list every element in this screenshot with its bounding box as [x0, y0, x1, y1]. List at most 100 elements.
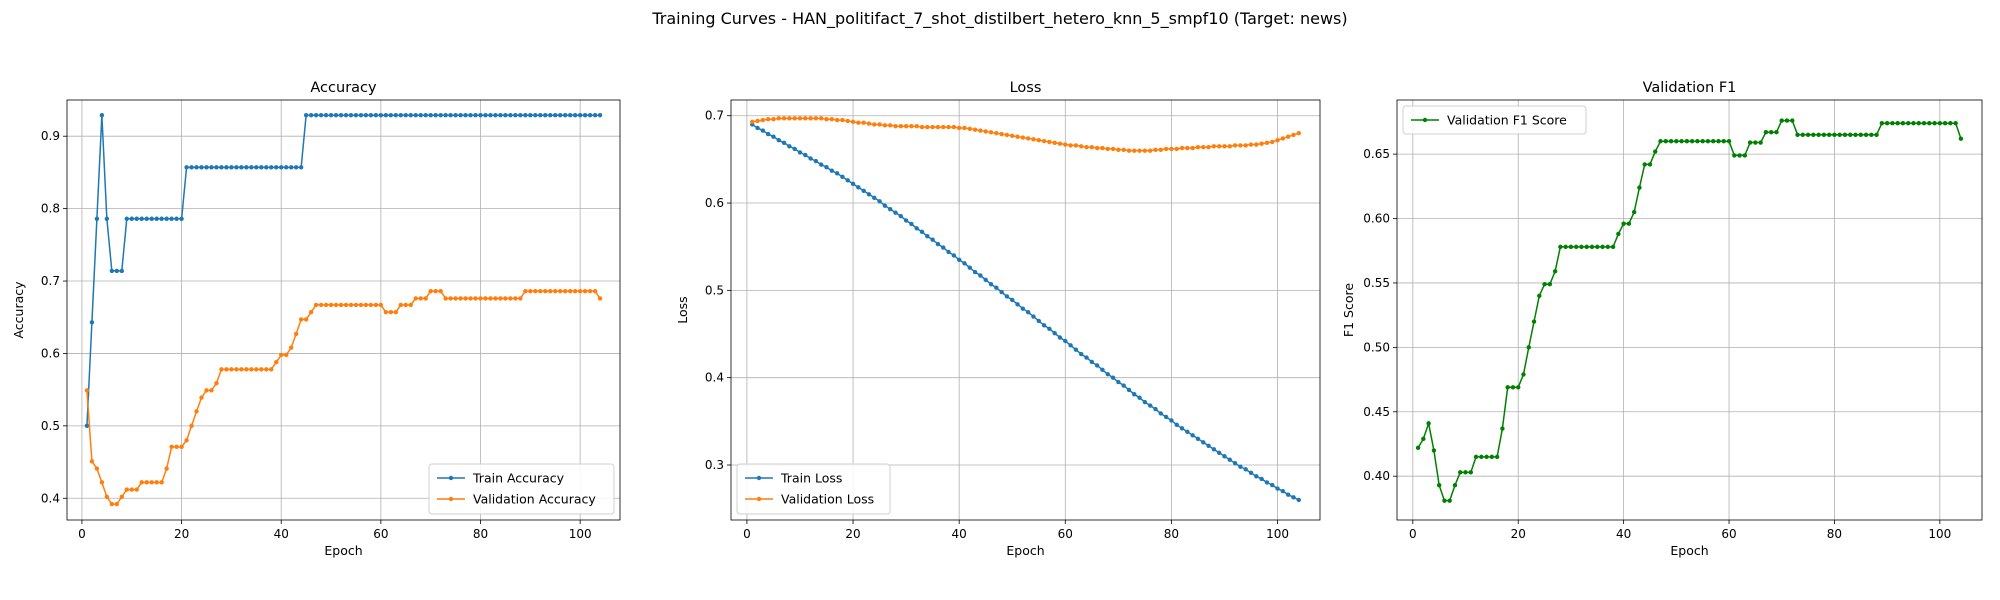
data-point [538, 113, 543, 118]
y-tick-label: 0.5 [41, 419, 60, 433]
data-point [1089, 144, 1095, 150]
data-point [1452, 483, 1458, 488]
data-point [866, 121, 872, 126]
data-point [787, 116, 792, 121]
data-point [388, 113, 394, 118]
data-point [1600, 244, 1605, 250]
series-line [751, 123, 1300, 501]
data-point [925, 124, 930, 130]
data-point [877, 122, 882, 127]
data-point [1637, 185, 1642, 190]
data-point [572, 113, 578, 118]
x-tick-label: 0 [78, 527, 86, 541]
data-point [882, 123, 888, 128]
x-tick-label: 20 [1511, 527, 1526, 541]
data-point [1800, 132, 1806, 137]
data-point [1094, 363, 1100, 368]
data-point [1763, 130, 1769, 135]
data-point [1137, 395, 1142, 400]
data-point [189, 165, 194, 170]
chart-title: Accuracy [310, 80, 377, 96]
data-point [797, 150, 803, 155]
data-point [1742, 153, 1748, 158]
data-point [543, 288, 548, 294]
data-point [254, 165, 259, 170]
legend-box [736, 463, 891, 515]
data-point [368, 302, 374, 308]
data-point [1047, 139, 1052, 145]
data-point [592, 288, 598, 294]
y-axis-label: Accuracy [11, 281, 26, 339]
data-point [99, 480, 105, 485]
data-point [1531, 319, 1537, 324]
data-point [1148, 148, 1153, 153]
data-point [1137, 148, 1142, 153]
data-point [184, 165, 189, 170]
data-point [284, 165, 289, 170]
data-point [1238, 143, 1243, 148]
data-point [572, 288, 578, 294]
data-point [124, 216, 129, 221]
x-tick-label: 20 [174, 527, 189, 541]
data-point [553, 113, 558, 118]
data-point [333, 302, 339, 308]
data-point [946, 124, 951, 130]
data-point [1068, 343, 1073, 348]
data-point [209, 165, 214, 170]
data-point [553, 288, 558, 294]
data-point [951, 124, 957, 130]
data-point [1232, 143, 1238, 148]
data-point [1121, 383, 1126, 388]
data-point [1679, 139, 1684, 144]
data-point [587, 288, 593, 294]
data-point [528, 288, 533, 294]
data-point [1041, 138, 1047, 144]
data-point [114, 268, 120, 274]
data-point [1842, 132, 1848, 137]
data-point [1015, 302, 1020, 307]
data-point [293, 165, 299, 170]
data-point [298, 317, 304, 322]
data-point [269, 165, 274, 170]
data-point [803, 152, 808, 158]
data-point [1658, 139, 1663, 144]
data-point [1468, 470, 1473, 475]
data-point [1869, 132, 1874, 137]
data-point [999, 131, 1004, 137]
data-point [563, 288, 568, 294]
data-point [1285, 492, 1291, 497]
data-point [433, 288, 438, 294]
data-point [587, 113, 593, 118]
series-2 [750, 116, 1301, 153]
data-point [328, 113, 334, 118]
data-point [1216, 450, 1222, 455]
data-point [1264, 480, 1270, 485]
data-point [1179, 426, 1185, 431]
data-point [1774, 130, 1779, 135]
data-point [443, 296, 448, 301]
data-point [946, 249, 951, 255]
data-point [1516, 385, 1521, 390]
data-point [1479, 454, 1484, 460]
data-point [269, 367, 274, 372]
data-point [348, 113, 354, 118]
data-point [1616, 231, 1621, 237]
axes-frame [1396, 99, 1983, 521]
legend-swatch-marker [1422, 117, 1428, 123]
data-point [983, 129, 988, 134]
data-point [983, 277, 988, 283]
data-point [1573, 244, 1579, 250]
data-point [84, 423, 90, 429]
data-point [1153, 406, 1158, 412]
data-point [358, 302, 364, 308]
data-point [1584, 244, 1589, 250]
data-point [1100, 145, 1105, 151]
data-point [468, 296, 473, 301]
data-point [408, 113, 413, 118]
data-point [930, 237, 935, 242]
data-point [423, 296, 428, 301]
data-point [139, 216, 144, 221]
data-point [383, 309, 389, 315]
data-point [1716, 139, 1721, 144]
data-point [94, 216, 100, 221]
